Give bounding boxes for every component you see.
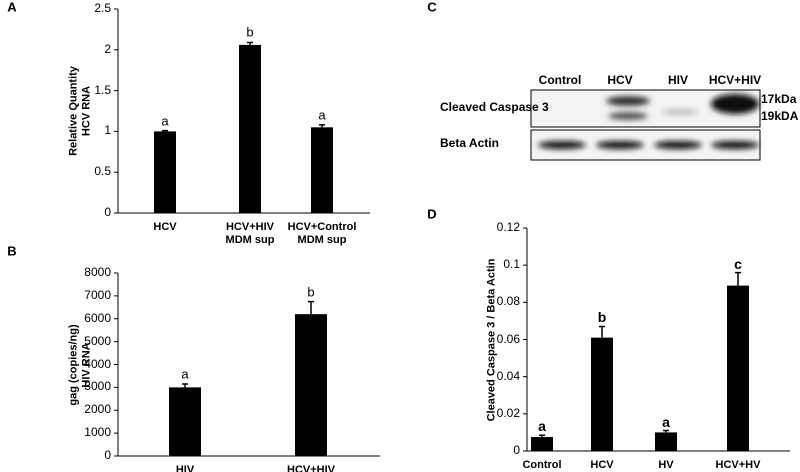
lane-label: Control bbox=[538, 73, 582, 88]
y-tick-label: 1000 bbox=[84, 425, 111, 440]
significance-letter: a bbox=[318, 107, 326, 123]
error-bar bbox=[182, 383, 188, 388]
bar bbox=[655, 432, 677, 451]
significance-letter: b bbox=[597, 309, 607, 326]
y-tick-label: 7000 bbox=[84, 287, 111, 302]
y-tick-label: 0 bbox=[513, 443, 520, 458]
y-tick-label: 2000 bbox=[84, 402, 111, 417]
lane-label: HCV+HIV bbox=[708, 73, 762, 88]
significance-letter: c bbox=[734, 255, 742, 272]
y-tick-label: 0.12 bbox=[496, 220, 520, 235]
error-bar bbox=[247, 41, 253, 45]
blot-band bbox=[596, 141, 644, 149]
significance-letter: a bbox=[538, 418, 546, 435]
bar bbox=[727, 285, 749, 451]
y-tick-label: 5000 bbox=[84, 333, 111, 348]
y-tick-label: 2.5 bbox=[94, 1, 111, 16]
blot-band bbox=[608, 112, 648, 120]
row-label: Beta Actin bbox=[440, 136, 499, 151]
error-bar bbox=[599, 325, 605, 338]
bar bbox=[239, 44, 261, 214]
y-tick-label: 0.04 bbox=[496, 368, 520, 383]
panel-letter: A bbox=[7, 0, 17, 15]
y-tick-label: 0 bbox=[104, 448, 111, 463]
error-bar bbox=[663, 429, 669, 433]
significance-letter: a bbox=[181, 366, 189, 382]
bar bbox=[311, 127, 333, 213]
blot-band bbox=[538, 141, 586, 149]
lane-label: HIV bbox=[667, 73, 689, 88]
significance-letter: a bbox=[662, 413, 670, 430]
blot-band bbox=[606, 96, 650, 106]
bar bbox=[591, 337, 613, 451]
bar bbox=[295, 314, 327, 456]
error-bar bbox=[162, 129, 168, 132]
x-tick-label: HCV+HIV MDM sup bbox=[225, 221, 275, 246]
significance-letter: b bbox=[307, 284, 315, 300]
blot-band bbox=[711, 141, 759, 149]
y-tick-label: 0.06 bbox=[496, 331, 520, 346]
y-tick-label: 3000 bbox=[84, 379, 111, 394]
bar bbox=[531, 437, 553, 451]
error-bar bbox=[735, 271, 741, 286]
significance-letter: a bbox=[161, 113, 169, 129]
y-tick-label: 4000 bbox=[84, 356, 111, 371]
x-tick-label: HCV bbox=[590, 459, 614, 471]
x-tick-label: HCV+HV bbox=[715, 459, 761, 471]
error-bar bbox=[539, 434, 545, 438]
y-tick-label: 1.5 bbox=[94, 82, 111, 97]
error-bar bbox=[319, 124, 325, 128]
y-tick-label: 0.1 bbox=[503, 257, 520, 272]
y-tick-label: 0.5 bbox=[94, 164, 111, 179]
y-tick-label: 2 bbox=[104, 41, 111, 56]
x-tick-label: HCV bbox=[153, 221, 177, 233]
y-tick-label: 8000 bbox=[84, 265, 111, 280]
size-label: 19kDA bbox=[761, 109, 799, 124]
x-tick-label: HIV bbox=[175, 464, 195, 472]
y-tick-label: 0 bbox=[104, 205, 111, 220]
bar bbox=[154, 131, 176, 213]
lane-label: HCV bbox=[607, 73, 633, 88]
row-label: Cleaved Caspase 3 bbox=[440, 100, 549, 115]
blot-band bbox=[654, 141, 702, 149]
y-tick-label: 0.08 bbox=[496, 294, 520, 309]
y-tick-label: 1 bbox=[104, 123, 111, 138]
western-blot bbox=[530, 89, 761, 161]
panel-letter: B bbox=[7, 243, 17, 259]
panel-letter: D bbox=[427, 206, 437, 222]
y-tick-label: 6000 bbox=[84, 310, 111, 325]
bar bbox=[169, 387, 201, 456]
blot-band bbox=[662, 109, 698, 115]
y-axis-label: Relative Quantity HCV RNA bbox=[67, 66, 92, 156]
blot-band bbox=[711, 94, 759, 114]
y-tick-label: 0.02 bbox=[496, 405, 520, 420]
panel-letter: C bbox=[427, 0, 437, 15]
x-tick-label: HCV+HIV bbox=[287, 464, 335, 472]
x-tick-label: Control bbox=[522, 459, 562, 471]
x-tick-label: HCV+Control MDM sup bbox=[287, 221, 357, 246]
size-label: 17kDa bbox=[761, 92, 797, 107]
error-bar bbox=[308, 300, 314, 315]
significance-letter: b bbox=[246, 24, 254, 40]
x-tick-label: HV bbox=[658, 459, 674, 471]
